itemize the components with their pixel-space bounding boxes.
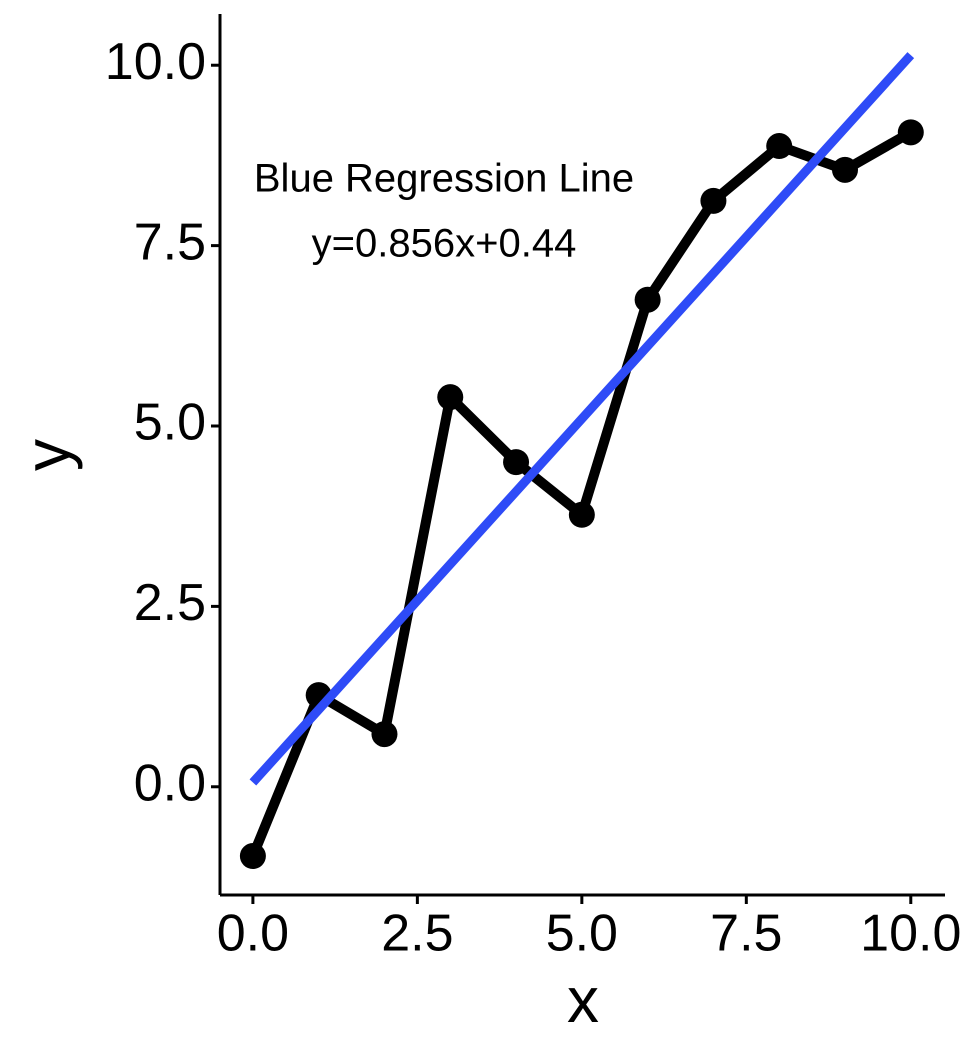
x-tick-label: 7.5: [710, 905, 782, 963]
x-tick-label: 0.0: [217, 905, 289, 963]
point: [437, 384, 464, 411]
y-tick-label: 5.0: [134, 394, 206, 452]
y-axis-title: y: [11, 439, 83, 471]
point: [503, 449, 530, 476]
point: [239, 843, 266, 870]
y-tick-label: 10.0: [105, 33, 206, 91]
point: [371, 721, 398, 748]
point: [897, 119, 924, 146]
x-axis-title: x: [567, 964, 599, 1036]
y-tick-label: 7.5: [134, 213, 206, 271]
x-tick-label: 10.0: [860, 905, 960, 963]
point: [568, 501, 595, 528]
point: [634, 286, 661, 313]
regression-line: [249, 52, 915, 786]
x-tick-label: 5.0: [546, 905, 618, 963]
point: [832, 156, 858, 183]
x-tick-label: 2.5: [381, 905, 453, 963]
annotation: Blue Regression Line: [254, 157, 634, 201]
annotation: y=0.856x+0.44: [312, 222, 577, 266]
point: [700, 187, 727, 214]
y-tick-label: 2.5: [134, 574, 206, 632]
y-tick-label: 0.0: [134, 755, 206, 813]
point: [766, 133, 793, 160]
